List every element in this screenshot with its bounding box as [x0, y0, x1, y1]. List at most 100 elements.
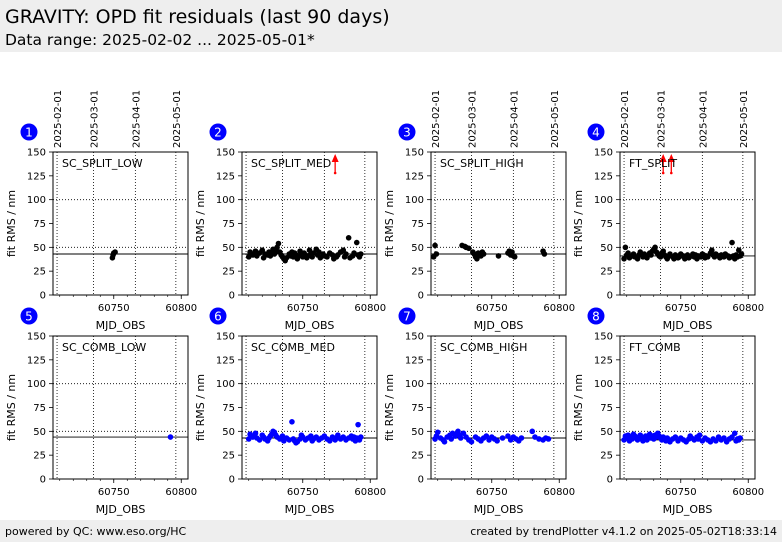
data-point	[275, 240, 282, 247]
panel-number-badge	[398, 123, 416, 141]
y-axis-label: fit RMS / nm	[383, 190, 396, 257]
page-subtitle: Data range: 2025-02-02 ... 2025-05-01*	[5, 31, 315, 49]
y-tick-label: 50	[33, 427, 46, 438]
panel-number: 8	[592, 310, 600, 324]
panel-number: 3	[403, 126, 411, 140]
outlier-arrow	[331, 154, 339, 175]
y-tick-label: 125	[405, 171, 424, 182]
data-point	[353, 239, 360, 246]
y-axis-label: fit RMS / nm	[383, 374, 396, 441]
y-tick-label: 0	[418, 291, 424, 302]
panel-label: SC_SPLIT_HIGH	[440, 157, 524, 170]
x-tick-label: 60750	[476, 487, 508, 498]
data-point	[358, 251, 364, 257]
y-tick-label: 0	[229, 475, 235, 486]
data-point	[289, 419, 295, 425]
y-tick-label: 100	[405, 195, 424, 206]
panel-number: 4	[592, 126, 600, 140]
data-point	[355, 421, 361, 428]
plot-frame	[241, 151, 378, 296]
x-tick-label: 60750	[287, 303, 319, 314]
data-point	[541, 251, 548, 257]
y-tick-label: 25	[600, 451, 613, 462]
y-tick-label: 125	[216, 171, 235, 182]
y-tick-label: 0	[40, 475, 46, 486]
outlier-arrow-base	[661, 171, 665, 175]
x-tick-label: 60750	[287, 487, 319, 498]
panel-number-badge	[587, 307, 605, 325]
y-tick-label: 0	[418, 475, 424, 486]
header-bar: GRAVITY: OPD fit residuals (last 90 days…	[0, 0, 782, 52]
y-tick-label: 25	[33, 451, 46, 462]
x-axis-label: MJD_OBS	[474, 319, 524, 332]
y-tick-label: 50	[33, 243, 46, 254]
y-tick-label: 0	[607, 291, 613, 302]
y-tick-label: 100	[27, 195, 46, 206]
panel-number-badge	[20, 307, 38, 325]
panel-number-badge	[209, 123, 227, 141]
data-point	[652, 244, 658, 251]
date-tick-label: 2025-02-01	[431, 90, 442, 148]
date-tick-label: 2025-03-01	[90, 90, 101, 148]
data-point	[167, 434, 174, 440]
y-tick-label: 125	[594, 355, 613, 366]
data-point	[480, 251, 487, 257]
panel-label: SC_COMB_LOW	[62, 341, 146, 354]
date-tick-label: 2025-05-01	[172, 90, 183, 148]
plot-frame	[619, 151, 756, 296]
page-title: GRAVITY: OPD fit residuals (last 90 days…	[5, 6, 390, 28]
x-tick-label: 60800	[165, 487, 197, 498]
outlier-arrow	[667, 154, 675, 175]
outlier-arrow-head	[659, 154, 667, 162]
y-tick-label: 50	[222, 427, 235, 438]
panel-label: SC_COMB_MED	[251, 341, 335, 354]
y-tick-label: 50	[411, 427, 424, 438]
panel-number-badge	[20, 123, 38, 141]
data-point	[256, 437, 263, 443]
y-tick-label: 25	[222, 267, 235, 278]
data-point	[457, 435, 464, 441]
x-tick-label: 60750	[476, 303, 508, 314]
data-point	[622, 244, 629, 251]
data-point	[729, 239, 735, 246]
y-tick-label: 100	[405, 379, 424, 390]
date-tick-label: 2025-04-01	[131, 90, 142, 148]
panel-label: FT_SPLIT	[629, 157, 677, 170]
y-tick-label: 100	[216, 195, 235, 206]
date-tick-label: 2025-02-01	[53, 90, 64, 148]
y-tick-label: 25	[411, 451, 424, 462]
y-tick-label: 25	[33, 267, 46, 278]
date-tick-label: 2025-05-01	[550, 90, 561, 148]
y-tick-label: 0	[229, 291, 235, 302]
y-tick-label: 75	[222, 403, 235, 414]
y-tick-label: 150	[27, 148, 46, 159]
data-point	[625, 250, 631, 256]
y-tick-label: 0	[607, 475, 613, 486]
plot-frame	[430, 335, 567, 480]
y-tick-label: 150	[216, 332, 235, 343]
panel-ft-split: 0 25 50 75 100 125 150 60750 60800 MJD_OBS fit RMS…	[572, 90, 764, 332]
data-point	[343, 251, 349, 257]
y-tick-label: 125	[216, 355, 235, 366]
panel-sc-split-med: 0 25 50 75 100 125 150 60750 60800 MJD_OBS fit RMS…	[194, 123, 386, 332]
x-tick-label: 60800	[732, 303, 764, 314]
y-axis-label: fit RMS / nm	[572, 374, 585, 441]
x-axis-label: MJD_OBS	[663, 319, 713, 332]
data-point	[432, 242, 438, 249]
x-tick-label: 60750	[665, 487, 697, 498]
data-point	[709, 247, 715, 253]
data-point	[434, 429, 441, 436]
data-point	[495, 253, 502, 259]
panel-sc-split-low: 0 25 50 75 100 125 150 60750 60800 MJD_OBS fit RMS…	[5, 90, 197, 332]
footer-bar: powered by QC: www.eso.org/HC created by…	[0, 520, 782, 542]
date-tick-label: 2025-03-01	[657, 90, 668, 148]
y-tick-label: 150	[594, 148, 613, 159]
y-tick-label: 150	[594, 332, 613, 343]
x-tick-label: 60750	[98, 303, 130, 314]
outlier-arrow-head	[331, 154, 339, 162]
x-tick-label: 60800	[354, 303, 386, 314]
y-axis-label: fit RMS / nm	[5, 190, 18, 257]
data-point	[112, 249, 118, 255]
data-point	[518, 435, 525, 441]
